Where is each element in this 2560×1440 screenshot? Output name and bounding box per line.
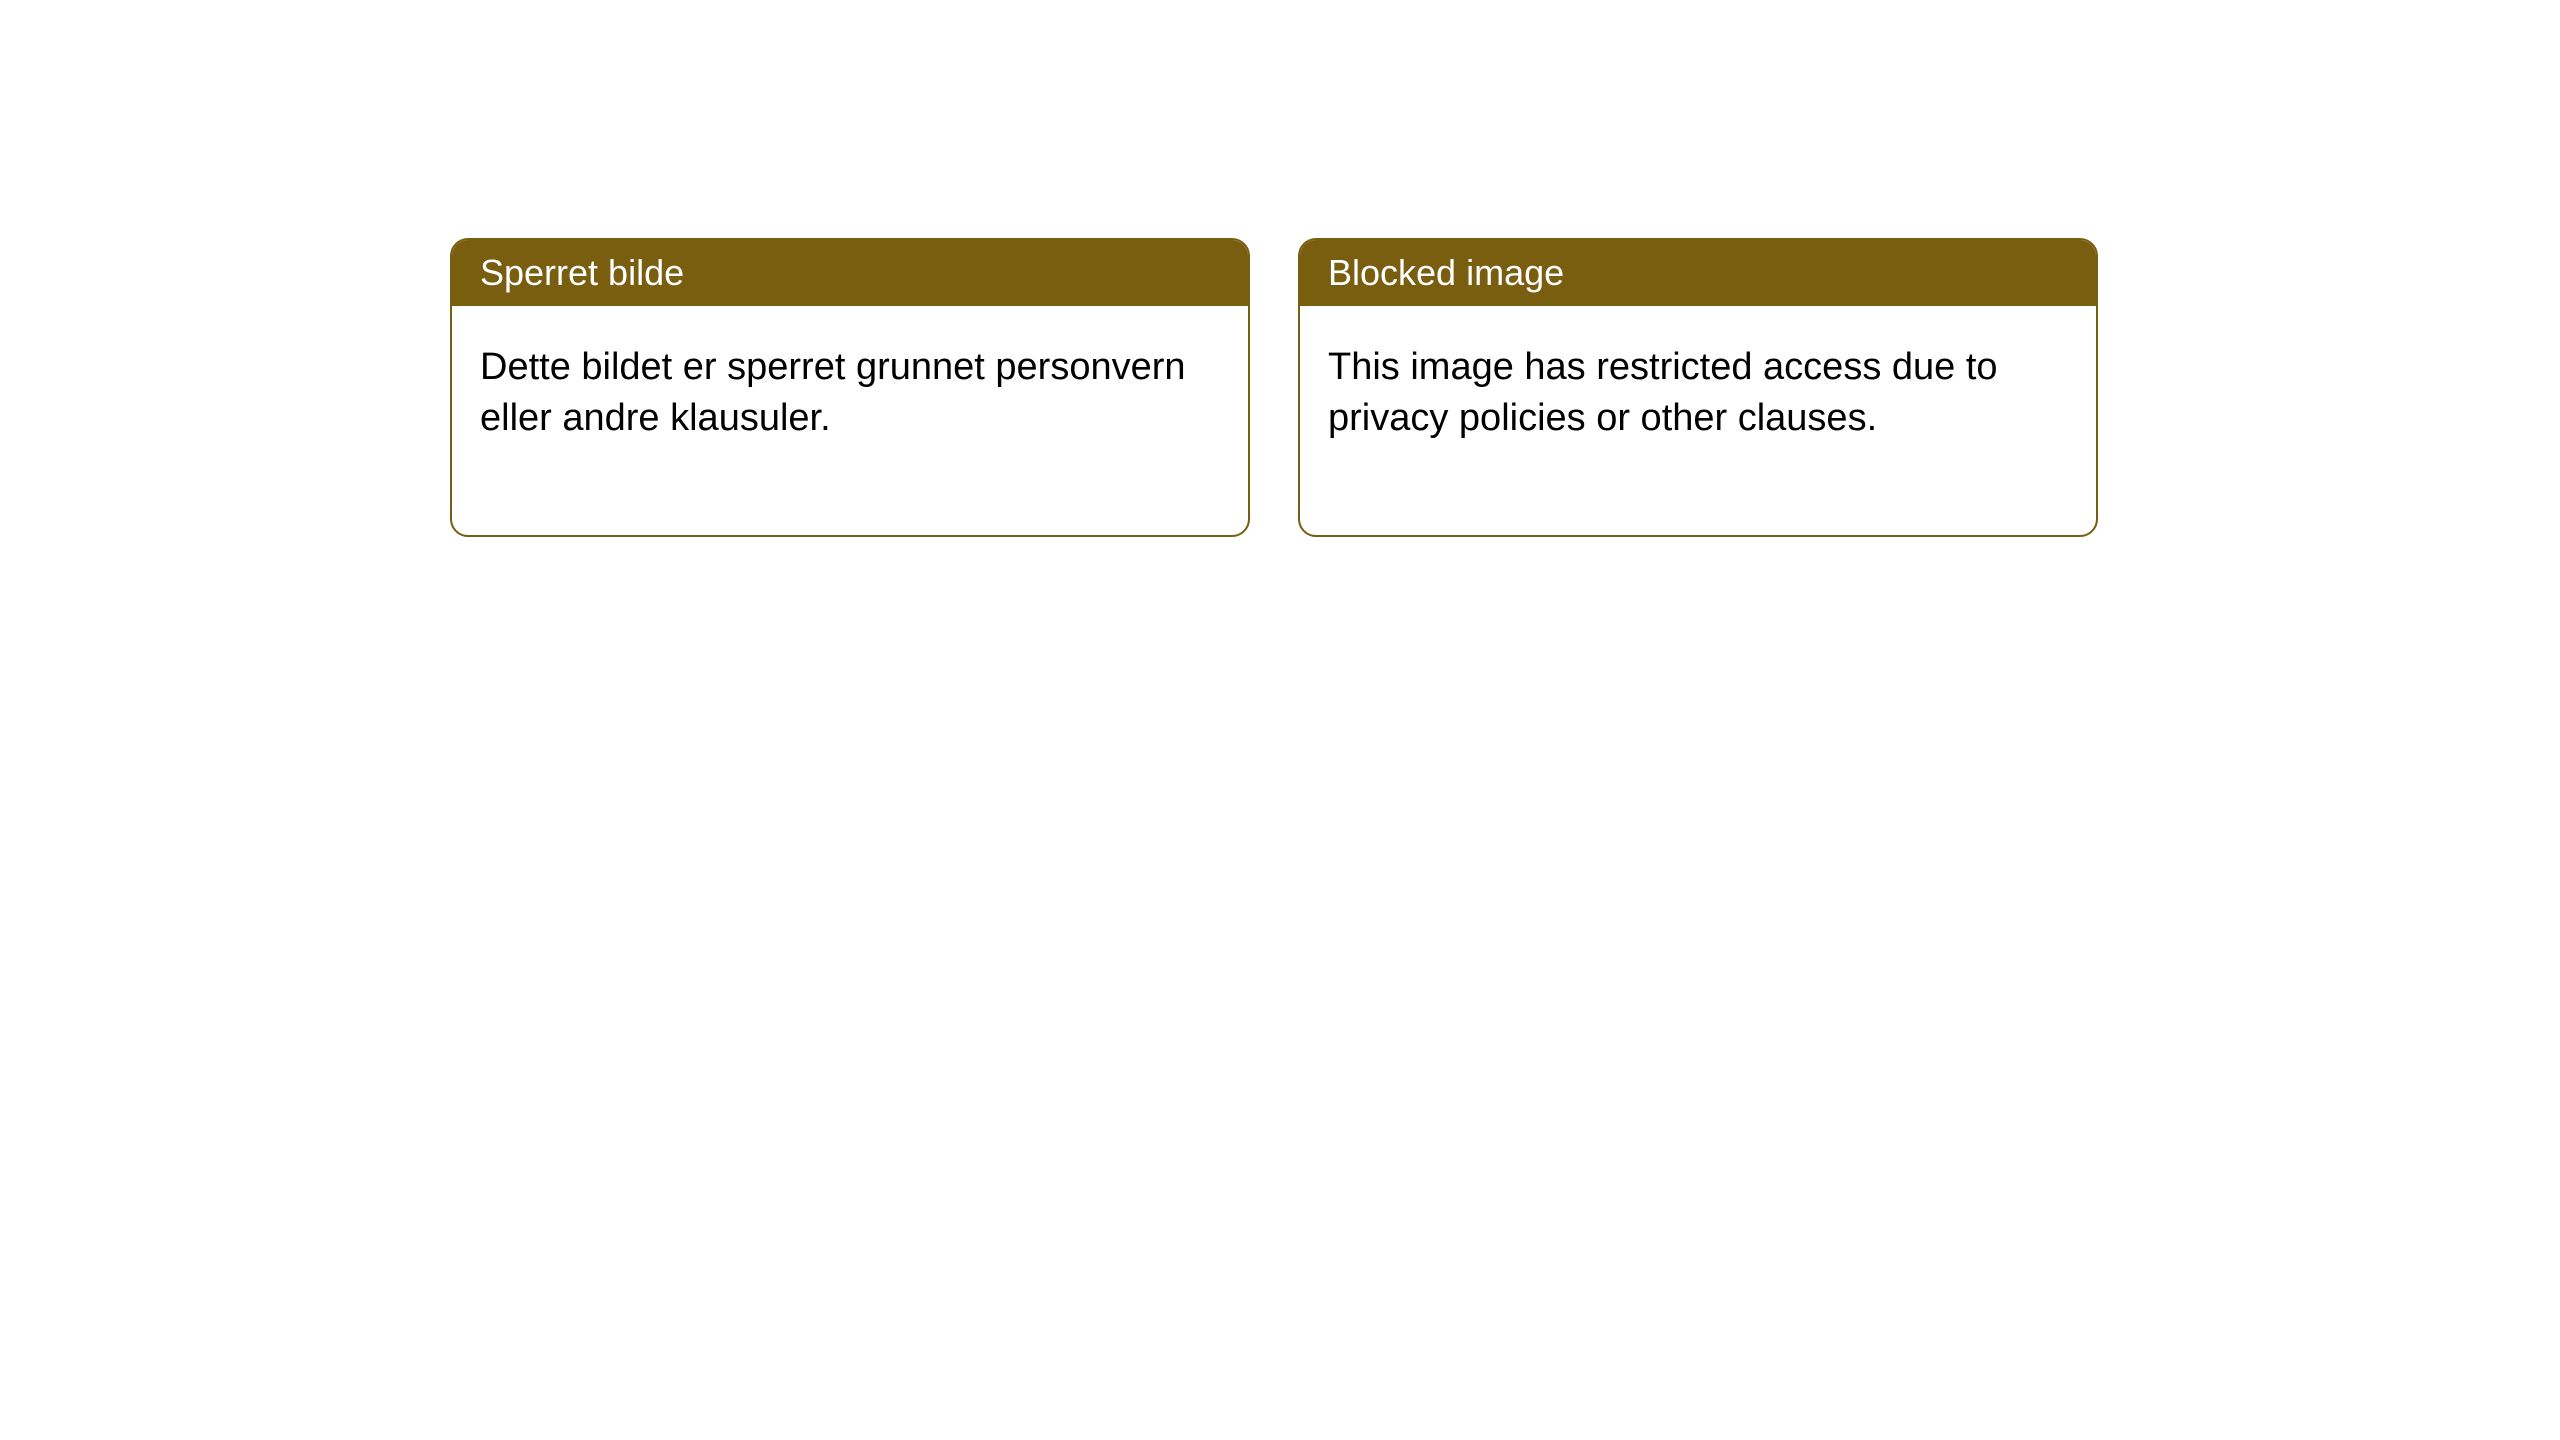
notice-container: Sperret bilde Dette bildet er sperret gr… bbox=[0, 0, 2560, 537]
notice-card-english: Blocked image This image has restricted … bbox=[1298, 238, 2098, 537]
card-header: Blocked image bbox=[1300, 240, 2096, 306]
card-body: This image has restricted access due to … bbox=[1300, 306, 2096, 535]
notice-card-norwegian: Sperret bilde Dette bildet er sperret gr… bbox=[450, 238, 1250, 537]
card-message: Dette bildet er sperret grunnet personve… bbox=[480, 346, 1186, 439]
card-message: This image has restricted access due to … bbox=[1328, 346, 1998, 439]
card-title: Blocked image bbox=[1328, 252, 1564, 293]
card-title: Sperret bilde bbox=[480, 252, 684, 293]
card-body: Dette bildet er sperret grunnet personve… bbox=[452, 306, 1248, 535]
card-header: Sperret bilde bbox=[452, 240, 1248, 306]
